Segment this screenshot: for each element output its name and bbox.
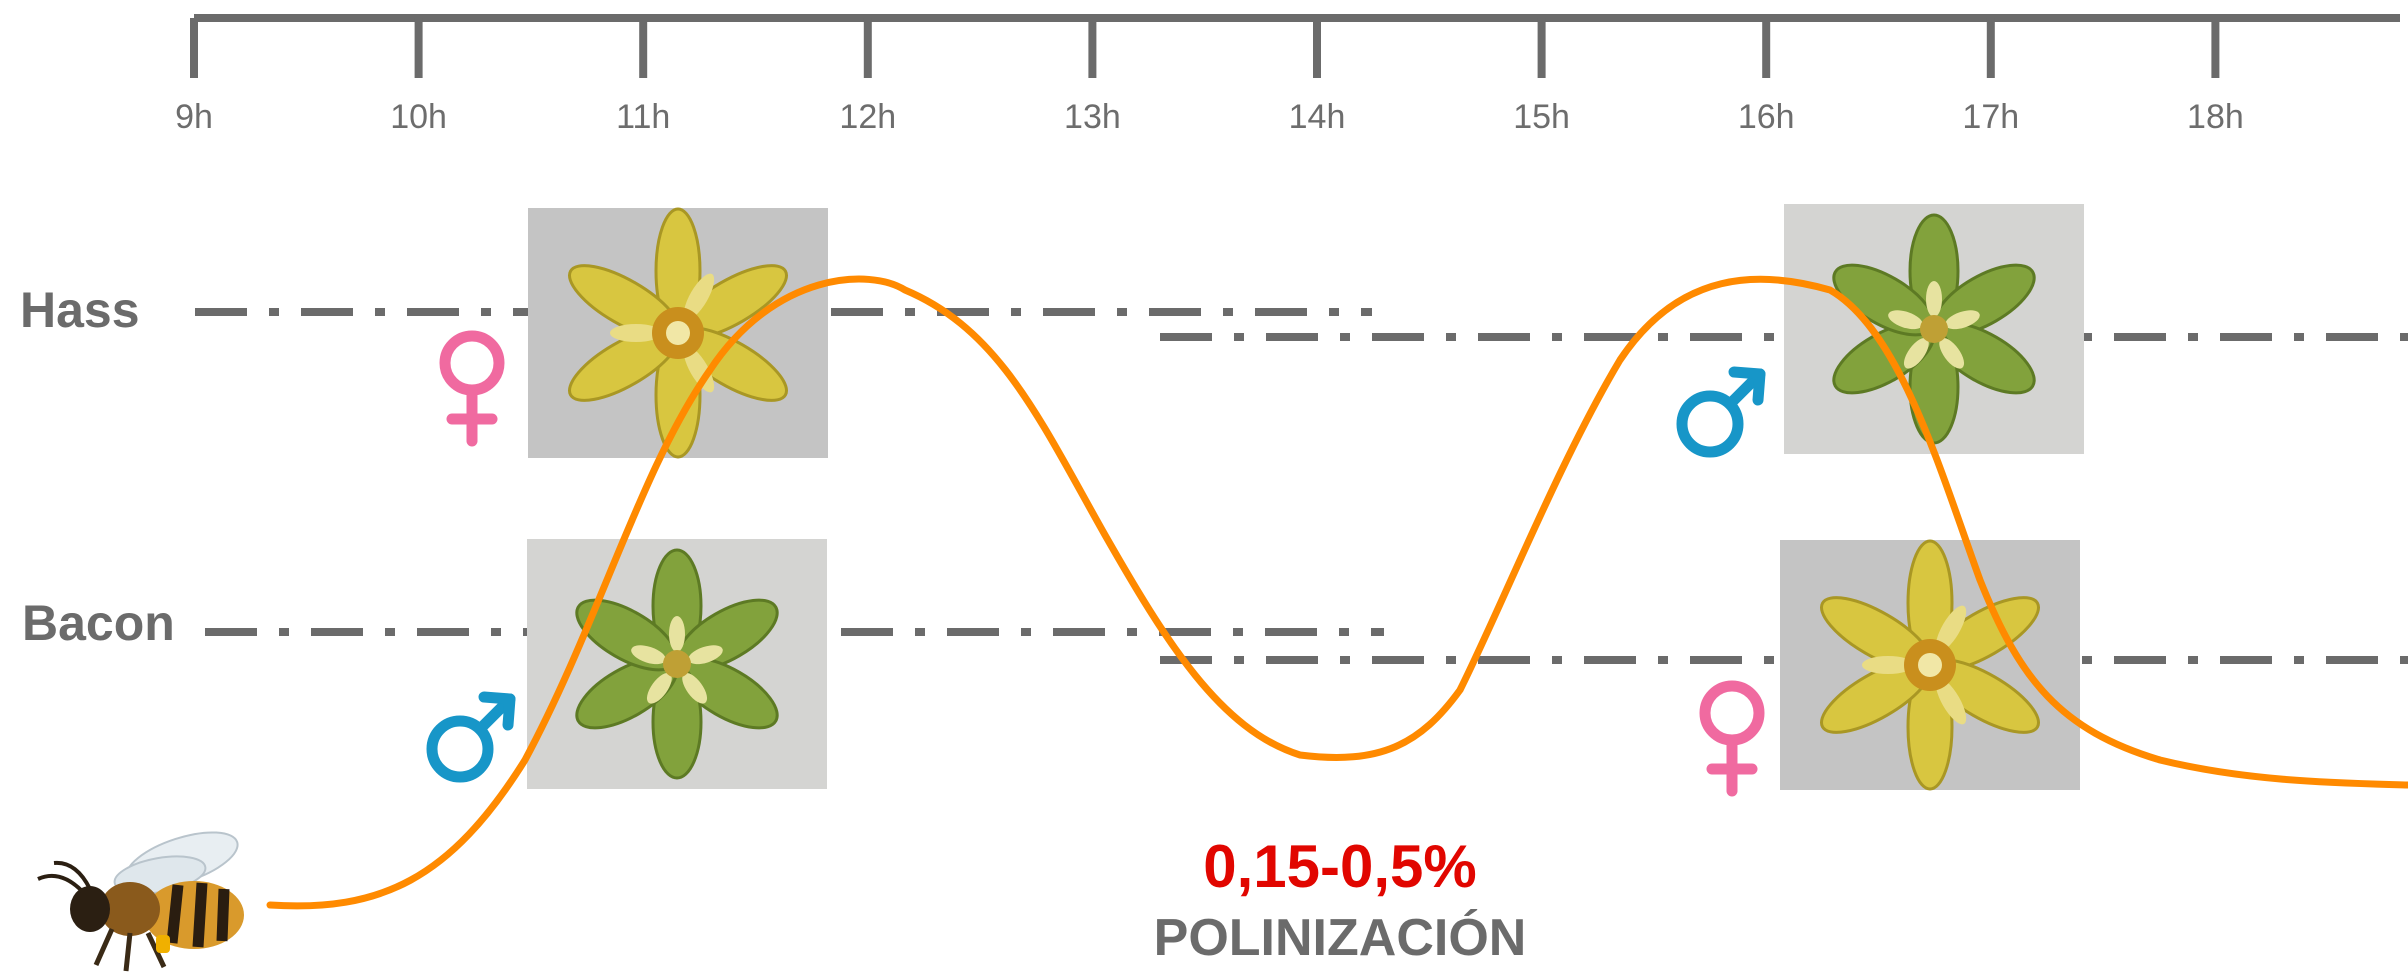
time-tick-label: 10h (390, 98, 447, 136)
flower-female-phase-icon (1778, 538, 2082, 792)
row-label-hass: Hass (20, 282, 140, 338)
time-tick-label: 17h (1962, 98, 2019, 136)
female-symbol-icon (1705, 686, 1759, 791)
time-tick-label: 13h (1064, 98, 1121, 136)
pollination-rate: 0,15-0,5% (1203, 833, 1477, 900)
row-label-bacon: Bacon (22, 595, 175, 651)
time-tick-label: 15h (1513, 98, 1570, 136)
time-tick-label: 16h (1738, 98, 1795, 136)
time-tick-label: 18h (2187, 98, 2244, 136)
male-symbol-icon (1682, 372, 1760, 452)
bee-icon (37, 831, 244, 972)
activity-curve (266, 275, 2408, 910)
pollination-caption: POLINIZACIÓN (1154, 909, 1527, 967)
male-symbol-icon (432, 697, 510, 777)
time-tick-label: 9h (175, 98, 213, 136)
time-tick-label: 12h (839, 98, 896, 136)
time-axis: 9h10h11h12h13h14h15h16h17h18h19h (175, 14, 2400, 136)
time-axis-ticks: 9h10h11h12h13h14h15h16h17h18h19h (175, 18, 2244, 136)
time-tick-label: 11h (616, 98, 670, 136)
flower-male-phase-icon (1782, 202, 2086, 456)
female-symbol-icon (445, 336, 499, 441)
time-tick-label: 14h (1289, 98, 1346, 136)
